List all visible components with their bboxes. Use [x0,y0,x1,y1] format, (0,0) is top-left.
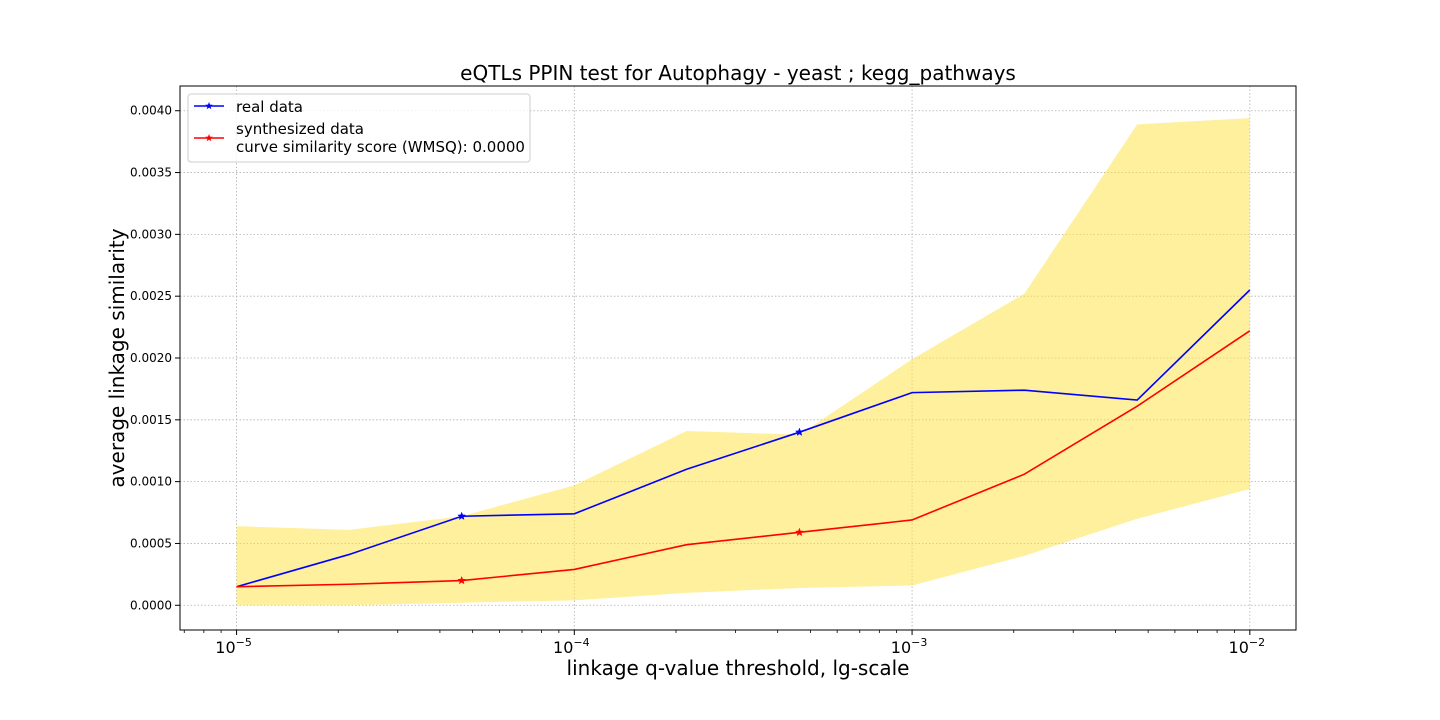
series-layer [236,289,1251,588]
legend-synthesized-data-marker [205,134,213,142]
y-tick-label: 0.0005 [130,536,172,550]
y-axis-ticks: 0.0000 0.0005 0.0010 0.0015 0.0020 0.0025 0.00… [130,104,180,612]
x-tick-label: 10−5 [215,636,252,657]
series-line-real-data [236,289,1251,588]
x-tick-label: 10−2 [1229,636,1266,657]
confidence-band [236,118,1250,606]
legend-real-data-marker [205,102,213,110]
y-tick-label: 0.0020 [130,351,172,365]
chart-title: eQTLs PPIN test for Autophagy - yeast ; … [460,61,1016,85]
legend-similarity-score: curve similarity score (WMSQ): 0.0000 [236,138,525,156]
series-marker-synthesized-data [457,575,467,585]
legend-box [187,93,531,163]
series-marker-synthesized-data [794,527,804,537]
x-tick-label: 10−4 [553,636,590,657]
y-axis-label: average linkage similarity [105,228,129,487]
y-tick-label: 0.0040 [130,104,172,118]
series-line-synthesized-data [236,330,1251,588]
x-axis-ticks: 10−5 10−4 10−3 10−2 [215,630,1265,657]
legend-synthesized-data-label: synthesized data [236,120,364,138]
y-tick-label: 0.0015 [130,413,172,427]
legend: real data synthesized data curve similar… [187,93,531,163]
y-tick-label: 0.0035 [130,166,172,180]
confidence-band-layer [236,118,1250,606]
y-tick-label: 0.0010 [130,475,172,489]
x-axis-label: linkage q-value threshold, lg-scale [567,656,910,680]
y-tick-label: 0.0030 [130,227,172,241]
series-marker-real-data [794,427,804,436]
series-marker-real-data [457,511,467,521]
legend-real-data-label: real data [236,98,303,116]
x-tick-label: 10−3 [891,636,928,657]
y-tick-label: 0.0025 [130,289,172,303]
y-tick-label: 0.0000 [130,598,172,612]
